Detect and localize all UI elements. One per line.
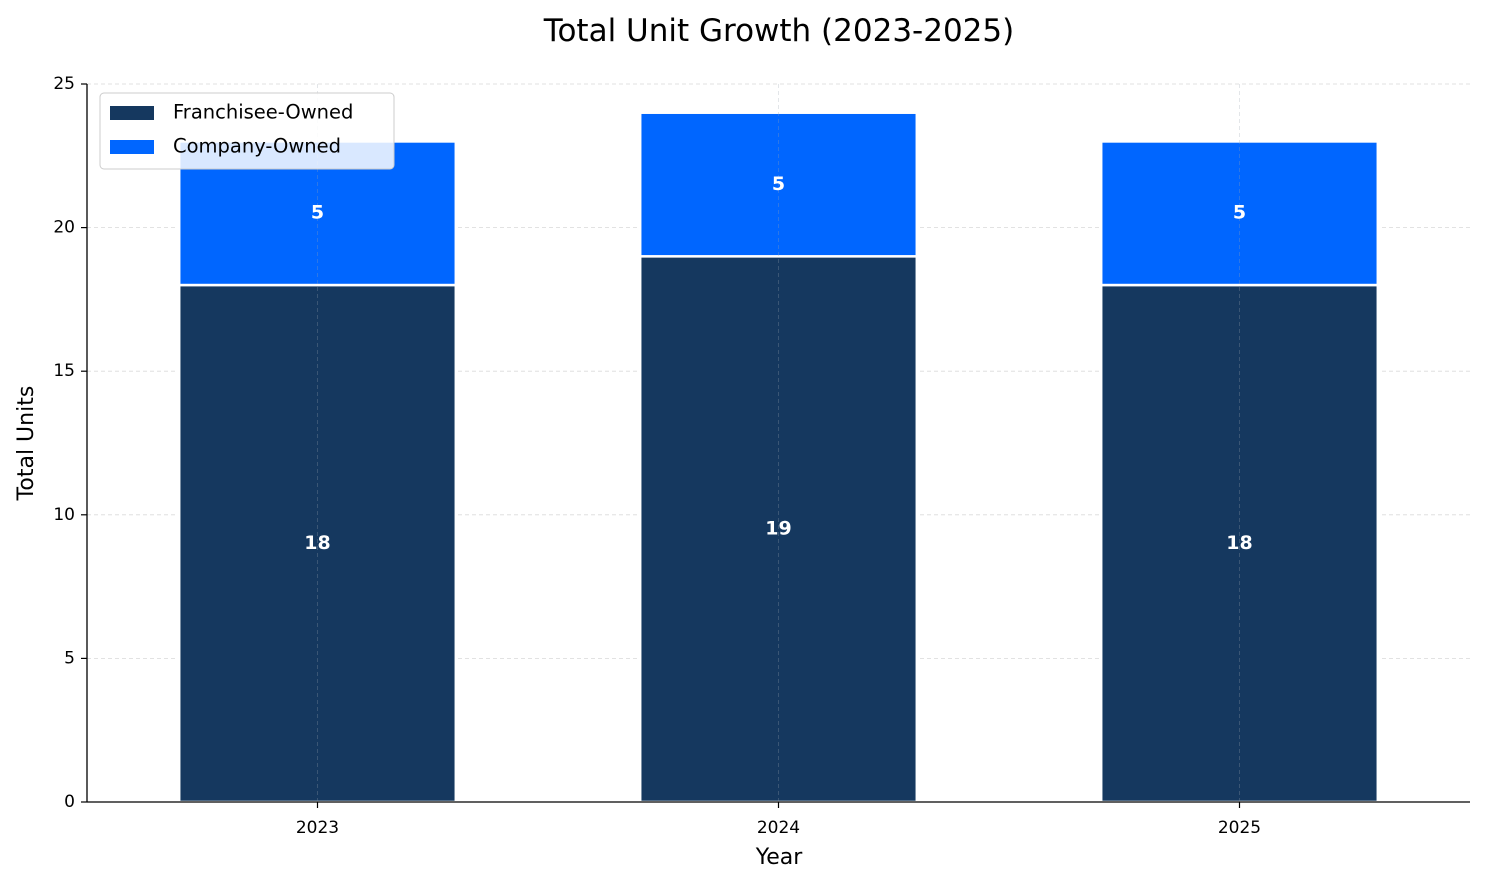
x-tick-label: 2024 bbox=[757, 818, 800, 838]
data-label: 18 bbox=[304, 532, 330, 554]
data-label: 5 bbox=[311, 202, 324, 224]
legend-label: Franchisee-Owned bbox=[173, 101, 353, 124]
bar-franchisee-owned-2023 bbox=[177, 283, 458, 804]
y-tick-label: 10 bbox=[53, 505, 75, 525]
legend-swatch bbox=[110, 140, 154, 154]
legend-label: Company-Owned bbox=[173, 135, 341, 158]
data-label: 5 bbox=[1233, 202, 1246, 224]
legend: Franchisee-Owned Company-Owned bbox=[99, 92, 395, 170]
bar-company-owned-2025 bbox=[1099, 140, 1380, 287]
y-tick-label: 0 bbox=[64, 792, 75, 812]
bar-franchisee-owned-2024 bbox=[638, 255, 919, 804]
x-tick-label: 2025 bbox=[1218, 818, 1261, 838]
x-tick-label: 2023 bbox=[296, 818, 339, 838]
chart-title: Total Unit Growth (2023-2025) bbox=[543, 13, 1014, 49]
y-tick-label: 25 bbox=[53, 74, 75, 94]
y-tick-label: 5 bbox=[64, 648, 75, 668]
legend-box bbox=[99, 92, 395, 170]
data-label: 5 bbox=[772, 173, 785, 195]
y-tick-label: 15 bbox=[53, 361, 75, 381]
y-tick-label: 20 bbox=[53, 218, 75, 238]
data-label: 19 bbox=[765, 518, 791, 540]
bar-value-labels: 18 19 18 5 5 5 bbox=[304, 173, 1252, 554]
y-axis-label: Total Units bbox=[14, 386, 39, 502]
x-axis-label: Year bbox=[755, 845, 804, 870]
bar-company-owned-2024 bbox=[638, 111, 919, 258]
data-label: 18 bbox=[1226, 532, 1252, 554]
bars bbox=[177, 111, 1380, 804]
legend-swatch bbox=[110, 106, 154, 120]
